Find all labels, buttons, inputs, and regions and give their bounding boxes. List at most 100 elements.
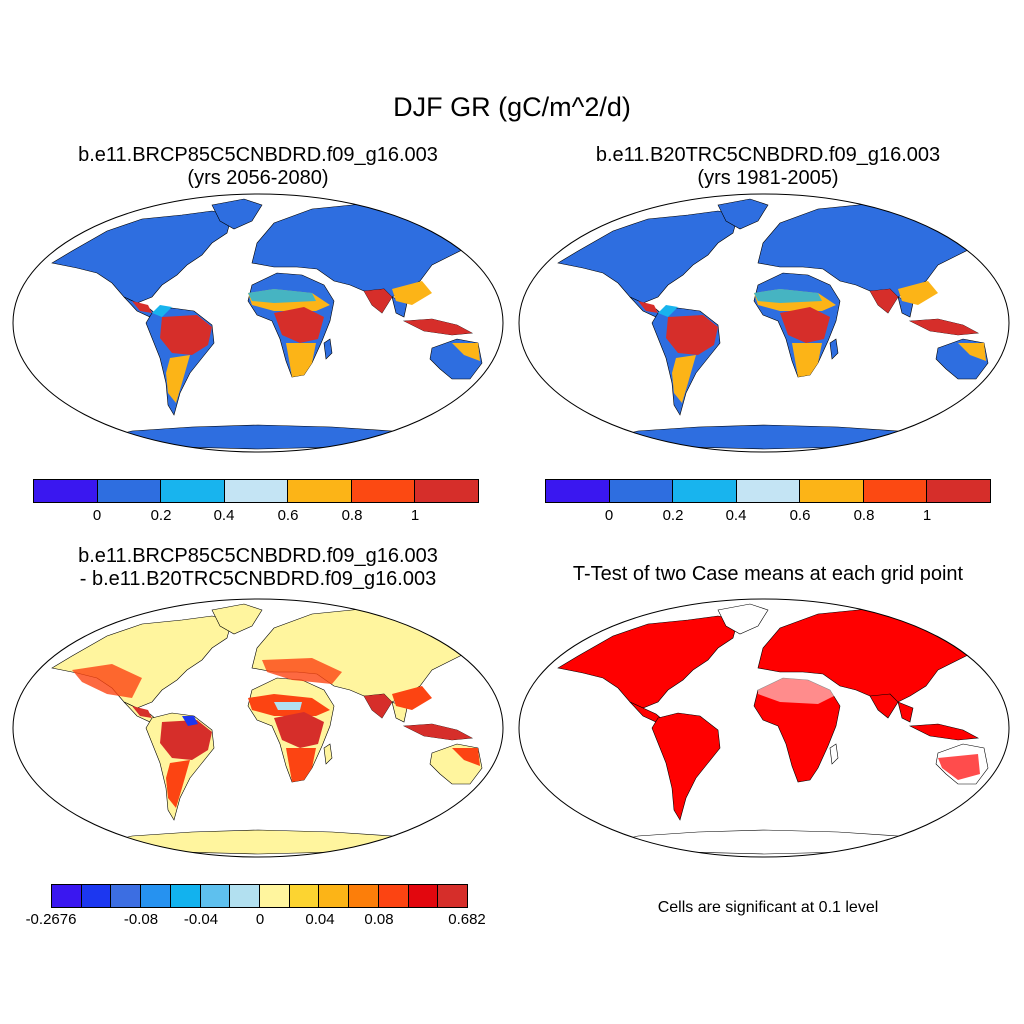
colorbar-swatch <box>288 480 352 502</box>
panel-title-ttest: T-Test of two Case means at each grid po… <box>572 563 964 585</box>
land-madagascar <box>323 743 333 765</box>
hot-region <box>132 706 152 718</box>
land-indonesia <box>908 723 980 741</box>
colorbar-swatch <box>927 480 991 502</box>
colorbar-swatch <box>52 885 82 907</box>
panel-title-difference-case-b: - b.e11.B20TRC5CNBDRD.f09_g16.003 <box>79 568 437 590</box>
colorbar-difference-tick: 0.08 <box>364 911 394 928</box>
warm-region <box>452 748 480 766</box>
colorbar-future-tick: 0.8 <box>341 507 363 524</box>
panel-title-future-case: b.e11.BRCP85C5CNBDRD.f09_g16.003 <box>78 144 438 166</box>
colorbar-future-tick: 0.4 <box>213 507 235 524</box>
hot-region <box>160 720 212 760</box>
significance-note: Cells are significant at 0.1 level <box>657 899 879 916</box>
hot-region <box>364 694 392 718</box>
figure-title: DJF GR (gC/m^2/d) <box>393 92 631 122</box>
colorbar-swatch <box>609 480 674 502</box>
colorbar-difference-tick: -0.2676 <box>25 911 77 928</box>
hot-region <box>638 301 658 313</box>
land-namerica <box>557 210 739 304</box>
colorbar-swatch <box>546 480 610 502</box>
colorbar-swatch <box>863 480 928 502</box>
colorbar-swatch <box>200 885 231 907</box>
colorbar-historical-tick: 0 <box>604 507 614 524</box>
colorbar-future <box>33 479 479 503</box>
colorbar-swatch <box>34 480 98 502</box>
colorbar-swatch <box>224 480 289 502</box>
hot-region <box>364 289 392 313</box>
land-nz <box>483 376 499 394</box>
warm-region <box>72 664 142 698</box>
land-madagascar <box>829 743 839 765</box>
warm-region <box>166 760 190 808</box>
insignificant-region <box>758 676 838 704</box>
colorbar-swatch <box>349 885 379 907</box>
colorbar-historical <box>545 479 991 503</box>
colorbar-swatch <box>230 885 261 907</box>
colorbar-future-tick: 0 <box>92 507 102 524</box>
hot-region <box>132 301 152 313</box>
map-future <box>12 193 504 453</box>
transition-region <box>658 305 678 317</box>
colorbar-swatch <box>170 885 201 907</box>
map-difference <box>12 598 504 858</box>
hot-region <box>404 724 472 740</box>
colorbar-historical-tick: 0.8 <box>853 507 875 524</box>
colorbar-swatch <box>378 885 409 907</box>
colorbar-difference-tick: 0.682 <box>448 911 486 928</box>
panel-title-future-years: (yrs 2056-2080) <box>187 167 329 189</box>
hot-region <box>160 315 212 355</box>
colorbar-swatch <box>161 480 225 502</box>
colorbar-swatch <box>408 885 439 907</box>
warm-region <box>392 686 432 710</box>
colorbar-swatch <box>673 480 737 502</box>
panel-title-future: b.e11.BRCP85C5CNBDRD.f09_g16.003 (yrs 20… <box>8 144 508 190</box>
land-madagascar <box>323 338 333 360</box>
land-nz <box>989 376 1005 394</box>
warm-region <box>392 281 432 305</box>
land-namerica <box>51 210 233 304</box>
cool-region <box>274 702 302 710</box>
panel-title-historical-case: b.e11.B20TRC5CNBDRD.f09_g16.003 <box>595 144 941 166</box>
map-historical <box>518 193 1010 453</box>
hot-region <box>274 712 324 748</box>
warm-region <box>286 748 316 782</box>
hot-region <box>870 289 898 313</box>
land-seasia <box>897 701 914 723</box>
warm-region <box>452 343 480 361</box>
land-samerica <box>651 712 721 821</box>
colorbar-swatch <box>319 885 350 907</box>
panel-title-historical: b.e11.B20TRC5CNBDRD.f09_g16.003 (yrs 198… <box>518 144 1018 190</box>
map-border <box>518 598 1010 858</box>
colorbar-swatch <box>438 885 468 907</box>
transition-region <box>754 289 822 303</box>
map-border <box>12 598 504 858</box>
map-border <box>12 193 504 453</box>
panel-title-difference: b.e11.BRCP85C5CNBDRD.f09_g16.003 - b.e11… <box>8 545 508 591</box>
colorbar-difference-tick: 0 <box>255 911 265 928</box>
cool-region <box>182 716 198 726</box>
colorbar-swatch <box>800 480 864 502</box>
land-india <box>869 693 899 719</box>
significant-region <box>938 754 980 780</box>
land-madagascar <box>829 338 839 360</box>
warm-region <box>166 355 190 403</box>
warm-region <box>286 343 316 377</box>
colorbar-historical-tick: 1 <box>922 507 932 524</box>
colorbar-swatch <box>415 480 479 502</box>
transition-region <box>248 289 316 303</box>
colorbar-historical-tick: 0.2 <box>662 507 684 524</box>
land-greenland <box>211 198 263 230</box>
colorbar-difference-tick: 0.04 <box>305 911 335 928</box>
colorbar-difference-tick: -0.04 <box>183 911 219 928</box>
hot-region <box>910 319 978 335</box>
warm-region <box>672 355 696 403</box>
colorbar-swatch <box>141 885 171 907</box>
warm-region <box>262 658 342 684</box>
colorbar-swatch <box>351 480 416 502</box>
warm-region <box>958 343 986 361</box>
colorbar-historical-tick: 0.6 <box>789 507 811 524</box>
land-nz <box>989 781 1005 799</box>
colorbar-future-tick: 0.6 <box>277 507 299 524</box>
hot-region <box>274 307 324 343</box>
